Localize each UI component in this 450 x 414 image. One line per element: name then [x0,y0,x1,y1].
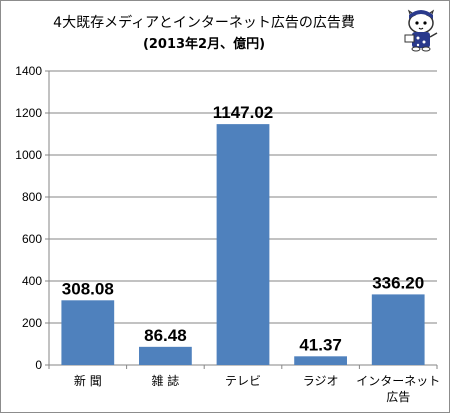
bar[interactable] [294,356,347,365]
data-label: 336.20 [372,273,424,292]
y-tick-label: 400 [22,274,42,288]
x-category-label: 新 聞 [74,373,102,388]
chart-subtitle: (2013年2月、億円) [143,36,265,52]
y-tick-label: 600 [22,232,42,246]
y-tick-label: 0 [35,358,42,372]
x-category-label: インターネット [356,374,440,388]
bar[interactable] [371,294,425,365]
plot-area: 0 200 400 600 800 1000 1200 1400 308.08 新 聞 86.48 雑… [15,64,440,404]
bar[interactable] [216,124,270,366]
cat-mascot-icon [404,9,438,52]
data-label: 308.08 [62,279,114,298]
data-label: 86.48 [144,326,187,345]
chart-title: 4大既存メディアとインターネット広告の広告費 [53,14,355,31]
x-category-label: テレビ [225,374,261,388]
y-tick-label: 800 [22,190,42,204]
y-tick-label: 1000 [15,148,42,162]
bar[interactable] [61,300,115,365]
data-label: 41.37 [299,335,342,354]
x-category-label: 雑 誌 [151,373,179,388]
x-category-label: ラジオ [303,374,339,388]
bar[interactable] [139,346,192,365]
y-tick-label: 1200 [15,106,42,120]
y-tick-label: 1400 [15,64,42,78]
data-label: 1147.02 [213,103,274,122]
y-tick-label: 200 [22,316,42,330]
x-category-label: 広告 [386,390,410,404]
